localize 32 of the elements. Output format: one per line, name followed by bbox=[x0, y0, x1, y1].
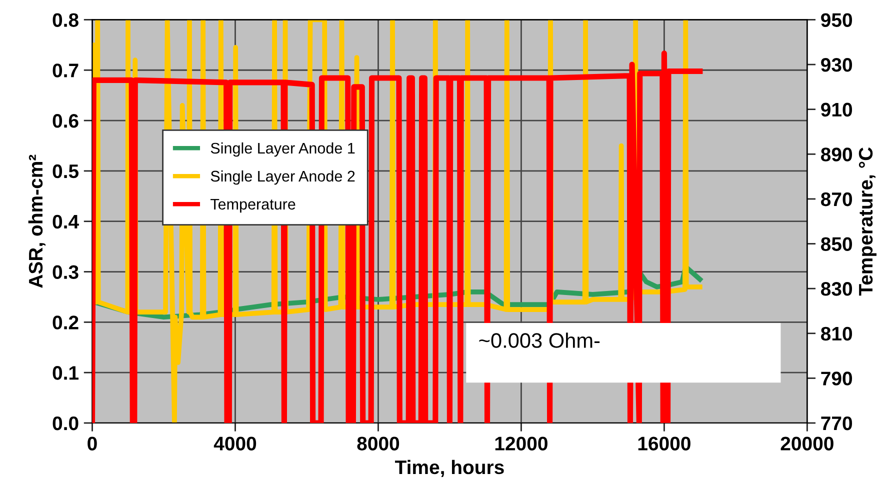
legend-label: Temperature bbox=[210, 198, 296, 213]
y-tick-label: 0.8 bbox=[52, 13, 78, 27]
y2-axis-title: Temperature, °C bbox=[858, 147, 876, 296]
y-tick-label: 0.6 bbox=[52, 114, 78, 128]
y-tick-label: 0.7 bbox=[52, 64, 78, 78]
y2-tick-label: 950 bbox=[821, 13, 852, 27]
y2-tick-label: 810 bbox=[820, 326, 852, 341]
y-tick-label: 0.2 bbox=[52, 316, 78, 330]
y-tick-label: 0.5 bbox=[52, 164, 79, 178]
y-tick-label: 0.4 bbox=[52, 214, 79, 229]
x-axis-title: Time, hours bbox=[395, 460, 504, 477]
y-tick-label: 0.0 bbox=[52, 416, 78, 430]
y2-tick-label: 870 bbox=[820, 192, 852, 206]
y2-tick-label: 790 bbox=[821, 372, 852, 386]
x-tick-label: 8000 bbox=[357, 436, 400, 450]
x-tick-label: 0 bbox=[88, 436, 97, 450]
y2-tick-label: 850 bbox=[820, 237, 852, 251]
x-tick-label: 12000 bbox=[495, 436, 548, 450]
x-tick-label: 16000 bbox=[638, 436, 690, 450]
y-tick-label: 0.3 bbox=[52, 265, 78, 280]
y2-tick-label: 890 bbox=[820, 148, 852, 162]
y2-tick-label: 930 bbox=[821, 58, 852, 72]
y2-tick-label: 910 bbox=[821, 102, 852, 117]
x-tick-label: 4000 bbox=[214, 436, 256, 450]
y-tick-label: 0.1 bbox=[52, 366, 79, 380]
legend-label: Single Layer Anode 2 bbox=[210, 170, 355, 185]
y-axis-title: ASR, ohm-cm² bbox=[28, 154, 46, 288]
x-tick-label: 20000 bbox=[780, 436, 834, 450]
y2-tick-label: 830 bbox=[820, 282, 852, 296]
legend-label: Single Layer Anode 1 bbox=[210, 142, 355, 157]
annotation: ~0.003 Ohm- bbox=[479, 332, 600, 348]
y2-tick-label: 770 bbox=[821, 416, 852, 430]
